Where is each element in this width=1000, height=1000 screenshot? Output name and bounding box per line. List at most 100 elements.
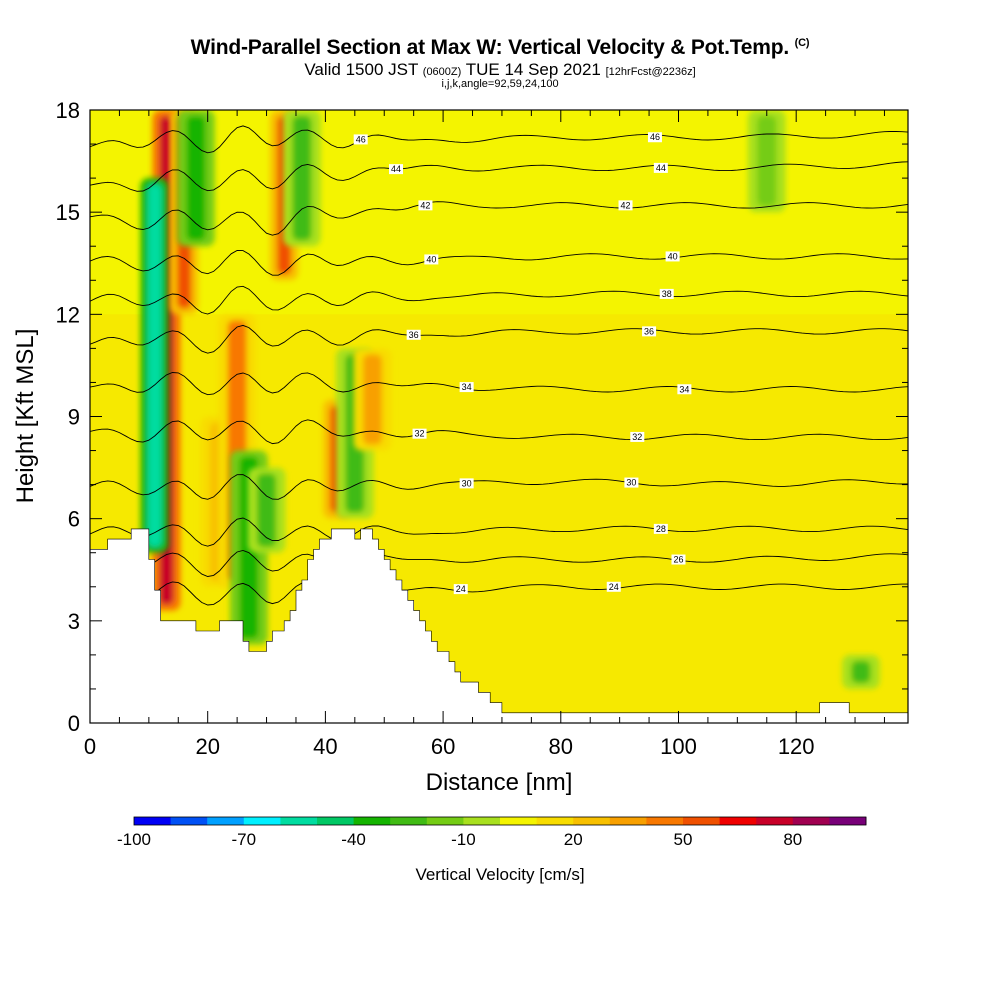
theta-contour-line: [90, 324, 908, 354]
theta-contour-label: 38: [659, 288, 674, 299]
colorbar-tick-label: -40: [341, 830, 366, 849]
colorbar-swatch: [353, 817, 391, 825]
theta-contour-label: 34: [677, 384, 692, 395]
velocity-feature: [140, 178, 169, 553]
valid-utc: (0600Z): [422, 66, 462, 78]
theta-contour-line: [90, 250, 908, 276]
svg-text:32: 32: [632, 432, 642, 442]
y-tick-label: 9: [68, 405, 80, 430]
theta-contour-label: 30: [459, 478, 474, 489]
theta-contour-label: 42: [618, 200, 633, 211]
x-tick-label: 0: [84, 734, 96, 759]
velocity-feature: [353, 348, 392, 451]
svg-text:26: 26: [673, 555, 683, 565]
svg-text:46: 46: [650, 132, 660, 142]
svg-text:36: 36: [644, 326, 654, 336]
colorbar-swatch: [719, 817, 757, 825]
colorbar-title: Vertical Velocity [cm/s]: [415, 865, 584, 884]
chart-title-text: Wind-Parallel Section at Max W: Vertical…: [190, 36, 790, 59]
theta-contour-label: 28: [653, 523, 668, 534]
svg-text:34: 34: [462, 382, 472, 392]
copyright-mark: (C): [794, 37, 810, 49]
indices-line: i,j,k,angle=92,59,24,100: [441, 78, 559, 90]
x-tick-label: 120: [778, 734, 815, 759]
theta-contour-label: 46: [353, 134, 368, 145]
theta-contour-label: 32: [412, 428, 427, 439]
theta-contours: [90, 125, 908, 606]
theta-contour-label: 34: [459, 382, 474, 393]
svg-text:44: 44: [391, 164, 401, 174]
theta-contour-label: 26: [671, 554, 686, 565]
svg-text:40: 40: [426, 254, 436, 264]
colorbar-swatch: [646, 817, 684, 825]
valid-time: Valid 1500 JST: [304, 60, 419, 79]
theta-contour-label: 24: [453, 584, 468, 595]
colorbar-tick-label: -100: [117, 830, 151, 849]
theta-contour-line: [90, 517, 908, 547]
colorbar-swatch: [536, 817, 574, 825]
valid-time-line: Valid 1500 JST (0600Z) TUE 14 Sep 2021 […: [0, 60, 1000, 80]
colorbar-swatch: [792, 817, 830, 825]
svg-text:30: 30: [462, 478, 472, 488]
theta-contour-label: 32: [630, 431, 645, 442]
y-tick-label: 18: [56, 98, 80, 123]
y-tick-label: 3: [68, 609, 80, 634]
svg-text:32: 32: [415, 429, 425, 439]
theta-contour-label: 30: [624, 477, 639, 488]
chart-title: Wind-Parallel Section at Max W: Vertical…: [0, 36, 1000, 60]
x-tick-label: 20: [195, 734, 219, 759]
x-tick-label: 40: [313, 734, 337, 759]
theta-contour-labels: 24 24 26 28 30 30 32 32 34 34 36 36 38 40 40 42 42 44 44 46…: [353, 132, 692, 595]
theta-contour-label: 36: [406, 329, 421, 340]
svg-text:38: 38: [662, 289, 672, 299]
theta-contour-line: [90, 581, 908, 606]
y-tick-label: 15: [56, 200, 80, 225]
colorbar-tick-label: 20: [564, 830, 583, 849]
colorbar-tick-label: -70: [232, 830, 257, 849]
velocity-feature: [283, 110, 321, 247]
x-tick-label: 60: [431, 734, 455, 759]
velocity-feature: [842, 654, 880, 689]
colorbar-swatch: [683, 817, 721, 825]
colorbar-swatch: [426, 817, 464, 825]
svg-text:42: 42: [621, 200, 631, 210]
theta-contour-label: 42: [418, 200, 433, 211]
svg-text:42: 42: [420, 200, 430, 210]
colorbar-swatch: [609, 817, 647, 825]
colorbar-frame: [133, 816, 867, 826]
colorbar-swatch: [280, 817, 318, 825]
theta-contour-label: 40: [424, 254, 439, 265]
colorbar-swatch: [317, 817, 355, 825]
theta-contour-line: [90, 161, 908, 192]
colorbar-swatch: [463, 817, 501, 825]
svg-text:44: 44: [656, 163, 666, 173]
colorbar: -100 -70 -40 -10 20 50 80: [117, 816, 867, 849]
y-tick-label: 0: [68, 711, 80, 736]
svg-text:24: 24: [456, 584, 466, 594]
x-tick-label: 100: [660, 734, 697, 759]
y-tick-label: 12: [56, 302, 80, 327]
colorbar-swatch: [243, 817, 281, 825]
theta-contour-label: 44: [653, 162, 668, 173]
svg-text:24: 24: [609, 582, 619, 592]
theta-contour-line: [90, 201, 908, 236]
colorbar-swatch: [207, 817, 245, 825]
colorbar-tick-label: 80: [783, 830, 802, 849]
theta-contour-label: 46: [647, 132, 662, 143]
theta-contour-label: 36: [642, 326, 657, 337]
theta-contour-line: [90, 550, 908, 577]
theta-contour-line: [90, 372, 908, 396]
theta-contour-line: [90, 285, 908, 315]
terrain-profile: [90, 528, 908, 723]
theta-contour-label: 24: [606, 581, 621, 592]
x-tick-label: 80: [549, 734, 573, 759]
forecast-info: [12hrFcst@2236z]: [605, 66, 696, 78]
colorbar-swatch: [573, 817, 611, 825]
svg-text:28: 28: [656, 524, 666, 534]
colorbar-tick-label: 50: [674, 830, 693, 849]
theta-contour-line: [90, 474, 908, 500]
y-tick-label: 6: [68, 507, 80, 532]
valid-date: TUE 14 Sep 2021: [465, 60, 601, 79]
velocity-feature: [747, 110, 786, 213]
